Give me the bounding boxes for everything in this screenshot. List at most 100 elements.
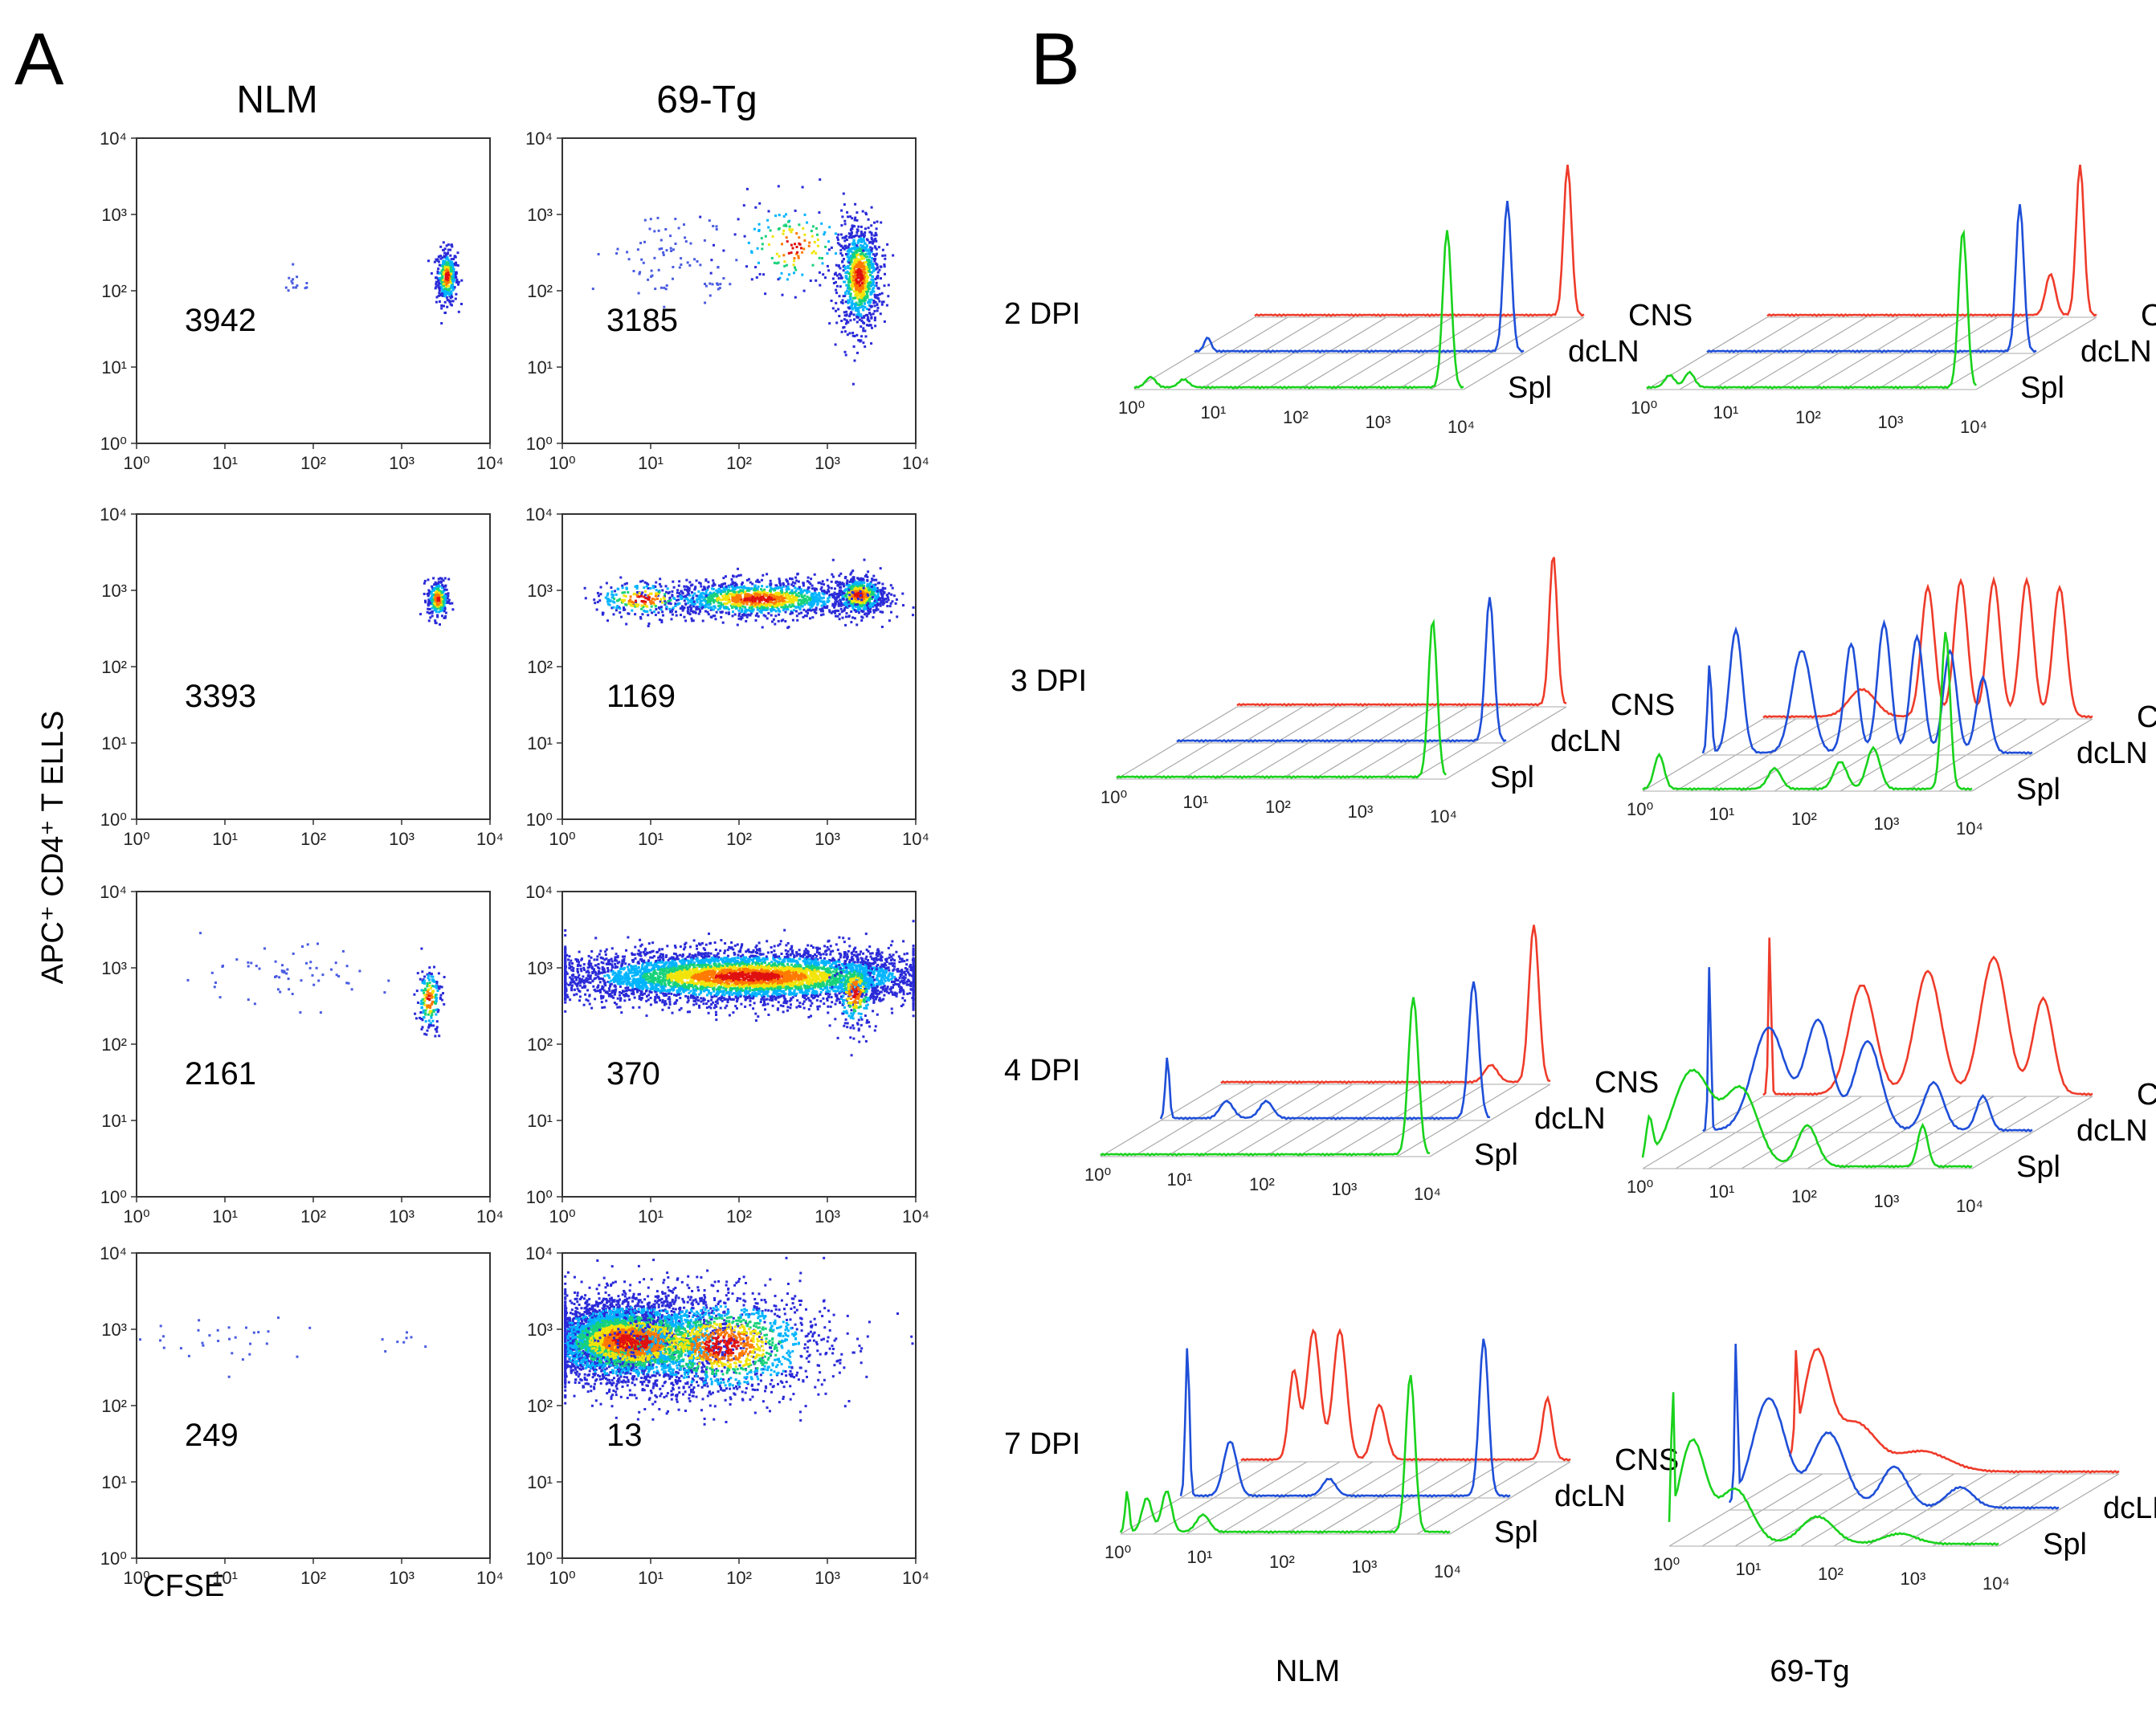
series-label-spl: Spl <box>2020 371 2064 405</box>
scatter-plots: 10⁰10⁰10¹10¹10²10²10³10³10⁴10⁴394210⁰10⁰… <box>100 129 929 1588</box>
x-tick-label: 10⁰ <box>549 829 575 849</box>
histogram-line-spl <box>1100 998 1430 1156</box>
hist-tick-label: 10¹ <box>1736 1559 1762 1579</box>
histogram-line-cns <box>1767 165 2097 316</box>
x-tick-label: 10⁰ <box>549 453 575 473</box>
b-col-label-nlm: NLM <box>1276 1655 1340 1688</box>
histogram-line-cns <box>1255 165 1584 316</box>
x-tick-label: 10² <box>300 1568 326 1588</box>
x-tick-label: 10⁰ <box>549 1206 575 1226</box>
col-header-69tg: 69-Tg <box>656 79 757 121</box>
hist-tick-label: 10⁰ <box>1118 398 1145 418</box>
series-label-cns: CNS <box>1611 688 1675 722</box>
figure: A B NLM 69-Tg APC⁺ CD4⁺ T ELLS CFSE 10⁰1… <box>0 0 2156 1710</box>
plot-frame <box>137 138 490 443</box>
series-label-dcln: dcLN <box>2076 737 2148 770</box>
series-label-dcln: dcLN <box>2103 1492 2156 1525</box>
y-tick-label: 10⁴ <box>100 882 127 902</box>
hist-tick-label: 10⁰ <box>1084 1165 1111 1185</box>
hist-tick-label: 10⁴ <box>1960 417 1987 437</box>
x-tick-label: 10² <box>300 829 326 849</box>
hist-tick-label: 10⁰ <box>1631 398 1657 418</box>
histogram-line-dcln <box>1707 204 2036 352</box>
y-tick-label: 10¹ <box>527 357 553 378</box>
hist-tick-label: 10³ <box>1348 802 1374 822</box>
hist-tick-label: 10³ <box>1352 1557 1378 1577</box>
hist-tick-label: 10⁴ <box>1956 818 1983 839</box>
cell-count: 13 <box>606 1418 643 1453</box>
histogram-line-spl <box>1121 1375 1450 1532</box>
y-tick-label: 10⁰ <box>526 1187 553 1207</box>
hist-tick-label: 10¹ <box>1709 804 1735 824</box>
y-tick-label: 10³ <box>101 958 127 978</box>
y-axis-label: APC⁺ CD4⁺ T ELLS <box>36 711 70 985</box>
x-tick-label: 10² <box>300 1206 326 1226</box>
cell-count: 370 <box>606 1056 660 1092</box>
plot-frame <box>562 514 916 819</box>
y-tick-label: 10¹ <box>101 357 127 378</box>
y-tick-label: 10⁰ <box>100 1549 127 1569</box>
cell-count: 2161 <box>185 1056 256 1092</box>
series-label-dcln: dcLN <box>2076 1114 2148 1148</box>
x-tick-label: 10³ <box>815 829 840 849</box>
histogram-line-cns <box>1790 1349 2119 1472</box>
plot-frame <box>137 1253 490 1558</box>
series-label-cns: CNS <box>2141 299 2156 333</box>
y-tick-label: 10¹ <box>527 1111 553 1131</box>
hist-tick-label: 10¹ <box>1183 792 1209 812</box>
series-label-cns: CNS <box>1615 1443 1679 1477</box>
x-tick-label: 10² <box>300 453 326 473</box>
y-tick-label: 10² <box>527 1035 553 1055</box>
x-tick-label: 10³ <box>389 453 414 473</box>
series-label-dcln: dcLN <box>1534 1102 1606 1136</box>
plot-frame <box>137 514 490 819</box>
y-tick-label: 10⁰ <box>526 810 553 830</box>
cell-count: 3393 <box>185 679 256 714</box>
y-tick-label: 10³ <box>527 1320 553 1340</box>
y-tick-label: 10³ <box>101 205 127 225</box>
x-tick-label: 10¹ <box>212 1206 238 1226</box>
y-tick-label: 10³ <box>527 958 553 978</box>
histogram-line-spl <box>1117 622 1446 777</box>
y-tick-label: 10² <box>527 657 553 677</box>
y-tick-label: 10² <box>101 281 127 301</box>
histogram-line-dcln <box>1161 982 1490 1119</box>
histogram-line-spl <box>1134 231 1464 389</box>
plot-frame <box>137 892 490 1197</box>
series-label-spl: Spl <box>2016 1150 2060 1184</box>
cell-count: 3942 <box>185 303 256 338</box>
x-tick-label: 10⁰ <box>123 829 149 849</box>
dpi-label-2: 2 DPI <box>1004 297 1080 331</box>
y-tick-label: 10⁴ <box>100 504 127 524</box>
hist-tick-label: 10² <box>1795 407 1821 427</box>
hist-tick-label: 10⁴ <box>1434 1561 1461 1581</box>
y-tick-label: 10⁰ <box>100 1187 127 1207</box>
hist-tick-label: 10³ <box>1874 814 1900 834</box>
y-tick-label: 10⁰ <box>526 1549 553 1569</box>
hist-tick-label: 10¹ <box>1167 1169 1193 1190</box>
histogram-line-spl <box>1643 1070 1972 1168</box>
x-tick-label: 10⁰ <box>123 453 149 473</box>
x-tick-label: 10¹ <box>638 1206 664 1226</box>
x-tick-label: 10⁰ <box>123 1206 149 1226</box>
hist-tick-label: 10⁰ <box>1105 1542 1131 1562</box>
y-tick-label: 10³ <box>527 581 553 601</box>
hist-tick-label: 10² <box>1249 1174 1275 1194</box>
x-tick-label: 10³ <box>815 453 840 473</box>
series-label-dcln: dcLN <box>2080 335 2152 369</box>
y-tick-label: 10² <box>101 657 127 677</box>
y-tick-label: 10⁰ <box>526 434 553 454</box>
x-tick-label: 10¹ <box>212 453 238 473</box>
y-tick-label: 10³ <box>101 1320 127 1340</box>
hist-tick-label: 10² <box>1269 1552 1295 1572</box>
histogram-line-cns <box>1221 925 1550 1084</box>
dpi-label-7: 7 DPI <box>1004 1427 1080 1461</box>
